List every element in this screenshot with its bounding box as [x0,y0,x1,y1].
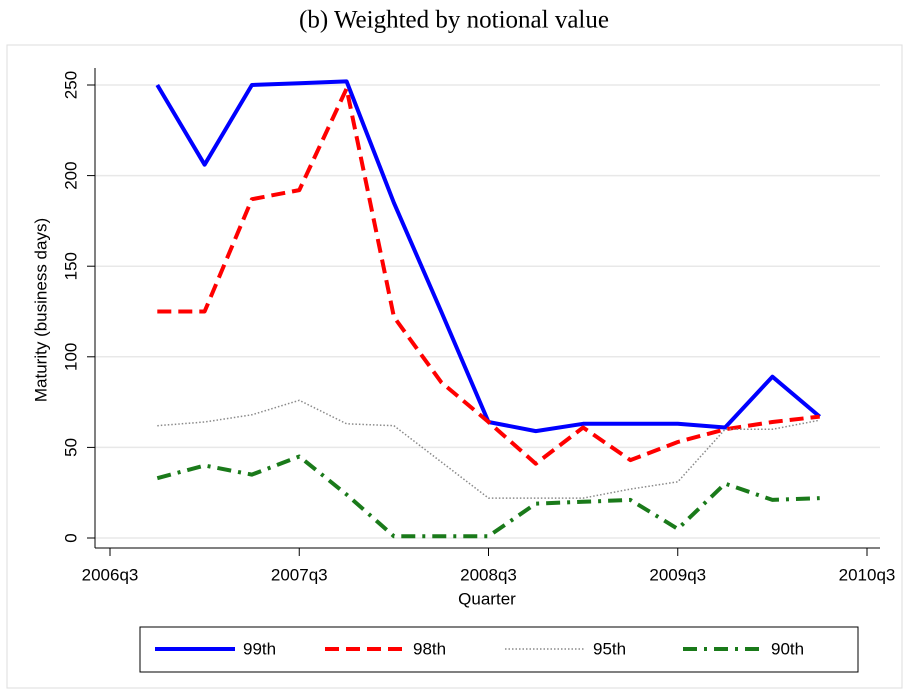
y-axis-label: Maturity (business days) [31,218,50,402]
legend-label: 98th [413,639,446,658]
y-tick-label: 200 [61,161,80,189]
series-line [157,399,820,499]
x-tick-label: 2007q3 [271,565,328,584]
y-tick-label: 250 [61,71,80,99]
x-axis-label: Quarter [458,589,516,608]
y-tick-label: 0 [61,533,80,542]
y-tick-label: 100 [61,343,80,371]
x-tick-label: 2009q3 [649,565,706,584]
graph-region [6,44,903,689]
x-tick-label: 2010q3 [839,565,896,584]
legend-label: 90th [771,639,804,658]
legend [139,626,859,673]
legend-label: 99th [243,639,276,658]
legend-label: 95th [593,639,626,658]
series-line [157,86,820,466]
x-tick-label: 2006q3 [82,565,139,584]
y-tick-label: 150 [61,252,80,280]
series-line [156,454,820,539]
chart-title: (b) Weighted by notional value [299,7,609,34]
y-tick-label: 50 [61,438,80,457]
x-tick-label: 2008q3 [460,565,517,584]
